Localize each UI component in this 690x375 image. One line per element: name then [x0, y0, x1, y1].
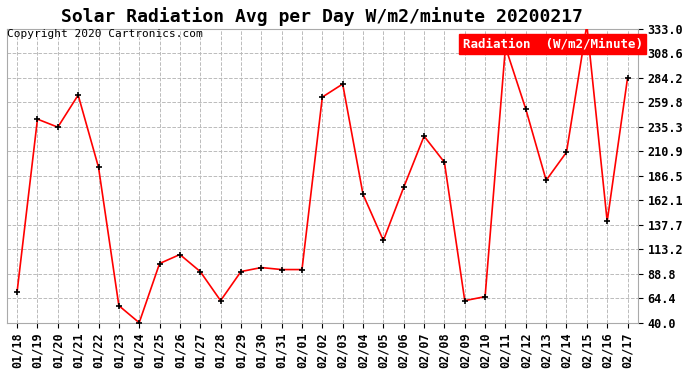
Text: Radiation  (W/m2/Minute): Radiation (W/m2/Minute) — [462, 38, 642, 51]
Text: Copyright 2020 Cartronics.com: Copyright 2020 Cartronics.com — [7, 29, 203, 39]
Title: Solar Radiation Avg per Day W/m2/minute 20200217: Solar Radiation Avg per Day W/m2/minute … — [61, 7, 583, 26]
